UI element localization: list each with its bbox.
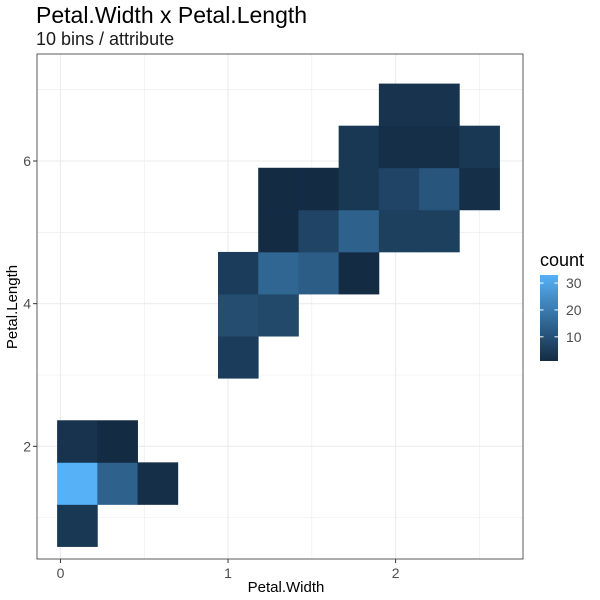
heatmap-cell [217,336,259,379]
heatmap-cell [298,251,340,295]
heatmap-cell [459,167,500,211]
legend-tick-label: 20 [566,302,582,318]
heatmap-cell [378,167,420,211]
heatmap-cell [338,251,380,295]
heatmap-cell [258,167,299,211]
legend-tick-label: 10 [566,329,582,345]
heatmap-cell [419,167,460,211]
heatmap-cell [338,209,380,253]
heatmap-cell [57,420,98,463]
heatmap-cell [217,294,259,337]
y-tick-label: 4 [23,296,31,312]
heatmap-cell [97,420,138,463]
heatmap-cell [338,167,380,211]
heatmap-cell [217,251,259,295]
heatmap-cell [419,125,460,169]
heatmap-cell [97,462,138,505]
x-axis-title: Petal.Width [248,579,325,596]
heatmap-cell [258,251,299,295]
heatmap-cell [57,462,98,505]
heatmap-cells [57,83,500,547]
y-tick-label: 6 [23,153,31,169]
heatmap-cell [378,83,420,127]
heatmap-cell [258,294,299,337]
plot-border [36,53,524,560]
chart-subtitle: 10 bins / attribute [36,29,175,49]
heatmap-cell [338,125,380,169]
x-tick-label: 2 [392,565,400,581]
legend-colorbar [540,275,558,361]
legend-tick-label: 30 [566,275,582,291]
heatmap-cell [459,125,500,169]
y-tick-label: 2 [23,438,31,454]
axis-ticks: 0 1 2 2 4 6 [23,153,400,581]
heatmap-cell [298,209,340,253]
y-axis-title: Petal.Length [4,265,21,349]
x-tick-label: 0 [57,565,65,581]
heatmap-cell [378,125,420,169]
heatmap-cell [258,209,299,253]
heatmap-cell [378,209,420,253]
x-tick-label: 1 [224,565,232,581]
heatmap-cell [298,167,340,211]
legend-title: count [540,250,584,270]
heatmap-cell [419,209,460,253]
legend-ticks: 10 20 30 [540,275,582,345]
heatmap-cell [419,83,460,127]
chart-title: Petal.Width x Petal.Length [36,2,308,28]
color-legend: count 10 20 30 [540,250,584,361]
heatmap-cell [57,504,98,547]
heatmap-cell [137,462,179,505]
